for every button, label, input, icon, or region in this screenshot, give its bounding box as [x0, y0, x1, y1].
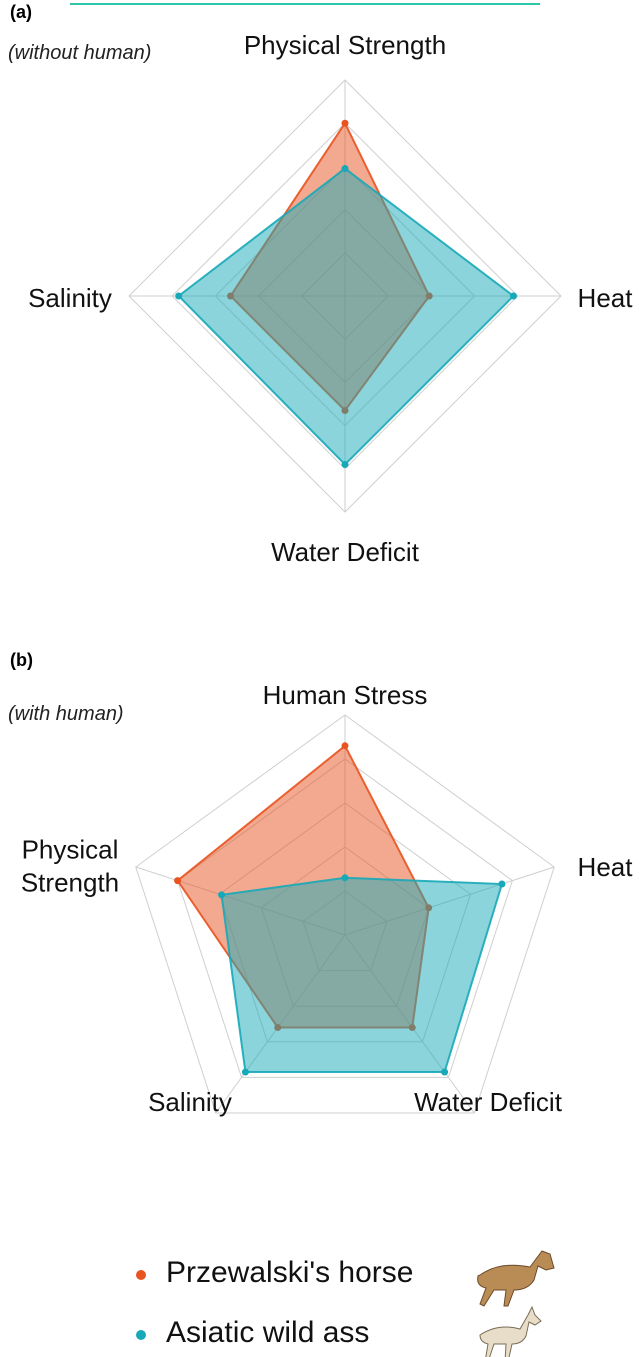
data-point [241, 1068, 249, 1076]
data-point [341, 165, 349, 173]
ass-icon [479, 1305, 542, 1357]
data-point [175, 292, 183, 300]
data-point [509, 292, 517, 300]
axis-label: Water Deficit [414, 1086, 562, 1117]
axis-label: Salinity [28, 282, 112, 313]
series-area [177, 167, 515, 466]
legend-label: Przewalski's horse [166, 1256, 414, 1289]
data-point [341, 119, 349, 127]
axis-label: Water Deficit [271, 536, 419, 567]
legend-label: Asiatic wild ass [166, 1316, 370, 1349]
data-point [341, 460, 349, 468]
horse-icon [477, 1250, 555, 1307]
subtitle: (without human) [8, 42, 152, 64]
legend-dot [136, 1330, 146, 1340]
axis-label: Heat [577, 851, 633, 882]
axis-label: Human Stress [262, 679, 428, 710]
data-point [218, 891, 226, 899]
data-point [341, 874, 349, 882]
grid-ring [135, 714, 555, 1114]
panel-label: (b) [10, 650, 33, 670]
data-point [498, 880, 506, 888]
axis-label: Salinity [148, 1086, 232, 1117]
subtitle: (with human) [8, 703, 124, 725]
data-point [441, 1068, 449, 1076]
axis-label: Physical Strength [20, 834, 120, 898]
legend-dot [136, 1270, 146, 1280]
panel-label: (a) [10, 2, 32, 22]
data-point [174, 877, 182, 885]
series-area [220, 876, 504, 1074]
axis-label: Physical Strength [243, 29, 447, 60]
data-point [341, 742, 349, 750]
axis-label: Heat [577, 282, 633, 313]
